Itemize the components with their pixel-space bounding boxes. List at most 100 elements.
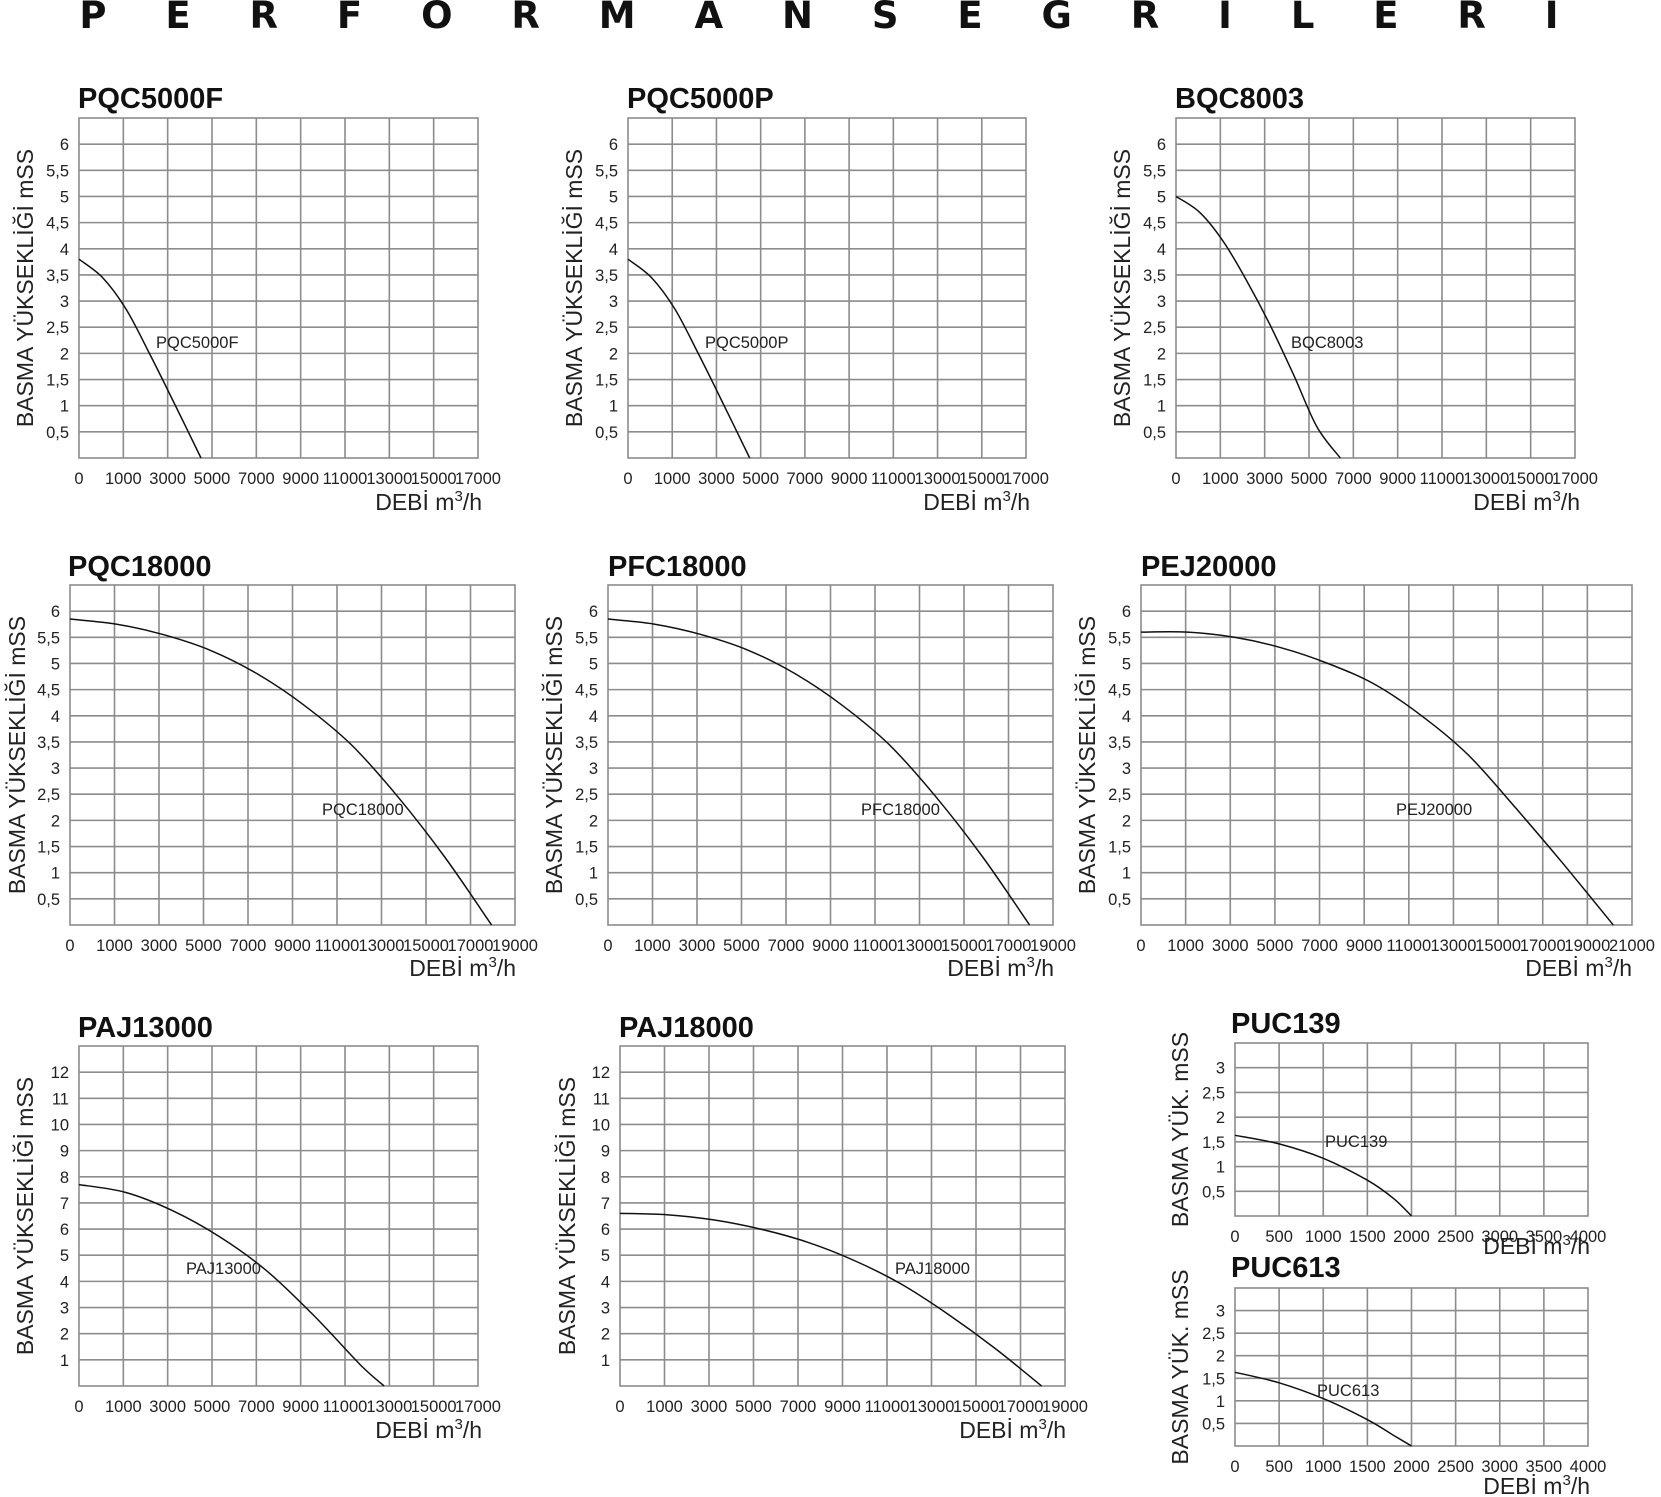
series-label: PQC18000 — [322, 801, 404, 819]
y-tick-label: 1,5 — [1202, 1370, 1225, 1388]
y-tick-label: 2 — [1122, 812, 1131, 830]
y-tick-label: 1 — [589, 865, 598, 883]
x-tick-label: 0 — [603, 937, 612, 955]
series-label: PEJ20000 — [1396, 801, 1472, 819]
y-tick-label: 0,5 — [1202, 1415, 1225, 1433]
y-tick-label: 6 — [1122, 603, 1131, 621]
x-tick-label: 3000 — [1246, 470, 1283, 488]
y-tick-label: 10 — [592, 1116, 610, 1134]
grid — [78, 117, 479, 459]
x-tick-label: 15000 — [941, 937, 987, 955]
y-tick-label: 2 — [601, 1326, 610, 1344]
series-label: PAJ13000 — [186, 1260, 261, 1278]
y-tick-label: 4 — [60, 1273, 69, 1291]
y-tick-label: 2,5 — [575, 786, 598, 804]
chart-title: PAJ13000 — [78, 1012, 213, 1044]
y-tick-label: 0,5 — [1202, 1183, 1225, 1201]
x-tick-label: 0 — [1230, 1228, 1239, 1246]
y-tick-label: 3 — [1157, 293, 1166, 311]
y-tick-label: 3,5 — [1143, 267, 1166, 285]
x-axis-label: DEBİ m3/h — [923, 488, 1030, 515]
y-tick-label: 5,5 — [595, 162, 618, 180]
x-tick-label: 1000 — [646, 1398, 683, 1416]
x-tick-label: 9000 — [282, 1398, 319, 1416]
x-tick-label: 3000 — [679, 937, 716, 955]
y-tick-label: 3 — [601, 1300, 610, 1318]
x-tick-label: 5000 — [194, 1398, 231, 1416]
y-tick-label: 11 — [52, 1090, 69, 1108]
y-tick-label: 0,5 — [595, 424, 618, 442]
x-tick-label: 11000 — [865, 1398, 910, 1416]
page-title: P E R F O R M A N S E Ğ R İ L E R İ — [79, 0, 1582, 37]
y-tick-label: 4 — [601, 1273, 610, 1291]
x-tick-label: 15000 — [1475, 937, 1521, 955]
x-tick-label: 19000 — [492, 937, 538, 955]
y-tick-label: 1 — [1122, 865, 1131, 883]
y-tick-label: 4,5 — [1108, 682, 1131, 700]
y-tick-label: 3,5 — [46, 267, 69, 285]
x-tick-label: 1000 — [96, 937, 133, 955]
y-tick-label: 1,5 — [1202, 1134, 1225, 1152]
x-tick-label: 0 — [74, 1398, 83, 1416]
y-tick-label: 7 — [60, 1195, 69, 1213]
series-line-pqc18000 — [69, 618, 493, 926]
x-tick-label: 500 — [1265, 1458, 1293, 1476]
y-tick-label: 4 — [1157, 241, 1166, 259]
x-tick-label: 17000 — [998, 1398, 1044, 1416]
chart-pfc18000: PFC18000 0,5 1 1,5 2 2,5 3 3,5 4 4,5 5 5,5 6 0 1000 300… — [541, 551, 1076, 981]
y-tick-label: 10 — [51, 1116, 69, 1134]
x-tick-label: 3000 — [691, 1398, 728, 1416]
x-tick-label: 3000 — [1481, 1228, 1518, 1246]
y-tick-label: 5 — [60, 1247, 69, 1265]
x-tick-label: 5000 — [1257, 937, 1294, 955]
x-tick-label: 9000 — [274, 937, 311, 955]
chart-title: PUC613 — [1231, 1252, 1341, 1284]
x-tick-label: 0 — [1171, 470, 1180, 488]
series-line-paj18000 — [619, 1212, 1043, 1387]
x-tick-label: 7000 — [238, 470, 275, 488]
x-tick-label: 13000 — [915, 470, 961, 488]
series-line-pqc5000p — [627, 258, 751, 459]
x-tick-label: 0 — [1136, 937, 1145, 955]
x-tick-label: 1000 — [1305, 1228, 1342, 1246]
x-tick-label: 15000 — [959, 470, 1005, 488]
grid — [1175, 117, 1576, 459]
series-line-bqc8003 — [1175, 195, 1341, 459]
x-tick-label: 1000 — [1305, 1458, 1342, 1476]
x-tick-label: 11000 — [1386, 937, 1431, 955]
y-tick-label: 5,5 — [575, 629, 598, 647]
y-tick-label: 1 — [60, 398, 69, 416]
x-tick-label: 9000 — [824, 1398, 861, 1416]
y-axis-label: BASMA YÜK. mSS — [1167, 1032, 1193, 1227]
y-tick-label: 5 — [601, 1247, 610, 1265]
y-tick-label: 1 — [1216, 1159, 1225, 1177]
x-tick-label: 1000 — [654, 470, 691, 488]
y-tick-label: 2 — [51, 812, 60, 830]
y-tick-label: 1 — [601, 1352, 610, 1370]
series-label: PQC5000F — [156, 334, 239, 352]
x-tick-label: 19000 — [1042, 1398, 1088, 1416]
y-tick-label: 6 — [601, 1221, 610, 1239]
y-tick-label: 1,5 — [575, 839, 598, 857]
x-tick-label: 3000 — [1481, 1458, 1518, 1476]
y-tick-label: 5 — [609, 188, 618, 206]
x-tick-label: 17000 — [1520, 937, 1566, 955]
series-label: PUC613 — [1317, 1382, 1379, 1400]
y-tick-label: 4,5 — [1143, 215, 1166, 233]
chart-title: PAJ18000 — [619, 1012, 754, 1044]
y-tick-label: 0,5 — [1108, 891, 1131, 909]
y-tick-label: 2,5 — [1202, 1084, 1225, 1102]
x-tick-label: 11000 — [1420, 470, 1465, 488]
x-axis-label: DEBİ m3/h — [1473, 488, 1580, 515]
y-tick-label: 3 — [609, 293, 618, 311]
x-tick-label: 9000 — [282, 470, 319, 488]
y-axis-label: BASMA YÜKSEKLİĞİ mSS — [1109, 149, 1135, 427]
x-tick-label: 17000 — [1552, 470, 1598, 488]
x-tick-label: 500 — [1265, 1228, 1293, 1246]
y-tick-label: 4 — [589, 708, 598, 726]
y-axis-label: BASMA YÜKSEKLİĞİ mSS — [4, 616, 30, 894]
chart-puc613: PUC613 0,5 1 1,5 2 2,5 3 0 500 1000 1500 2000 2500 30… — [1167, 1252, 1606, 1497]
x-tick-label: 17000 — [455, 1398, 501, 1416]
